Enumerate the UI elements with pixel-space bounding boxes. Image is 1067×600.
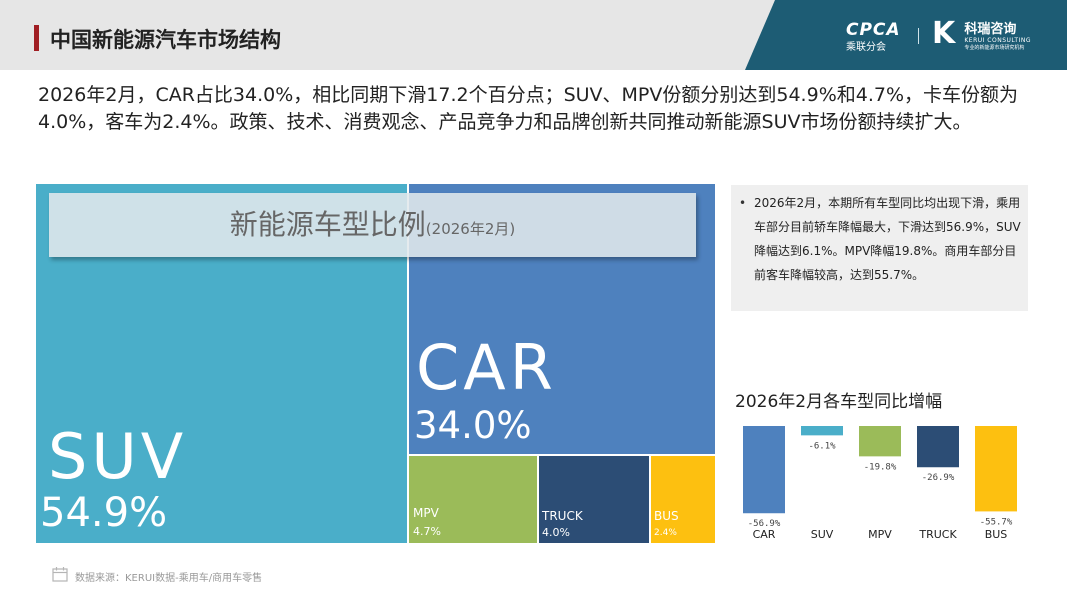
header-brand-band xyxy=(745,0,1067,70)
keru-logo: K 科瑞咨询 KERUI CONSULTING 专业的新能源市场研究机构 xyxy=(932,16,1031,52)
treemap-tile-mpv: MPV 4.7% xyxy=(408,455,538,544)
treemap-label-car: CAR xyxy=(416,331,557,404)
category-label-suv: SUV xyxy=(811,528,834,541)
keru-logo-en: KERUI CONSULTING xyxy=(964,37,1031,44)
data-label-bus: -55.7% xyxy=(980,517,1013,527)
keru-logo-mark: K xyxy=(932,16,956,51)
summary-text: 2026年2月，CAR占比34.0%，相比同期下滑17.2个百分点；SUV、MP… xyxy=(38,84,1019,133)
cpca-logo-text: CPCA xyxy=(846,20,901,40)
bar-truck xyxy=(917,426,959,468)
treemap-tile-truck: TRUCK 4.0% xyxy=(538,455,650,544)
data-source: 数据来源：KERUI数据-乘用车/商用车零售 xyxy=(75,573,263,584)
title-accent-bar xyxy=(34,25,39,51)
treemap-label-truck: TRUCK xyxy=(542,509,583,523)
data-label-car: -56.9% xyxy=(748,519,781,529)
category-label-car: CAR xyxy=(753,528,776,541)
treemap-value-truck: 4.0% xyxy=(542,526,570,539)
cpca-logo: CPCA 乘联分会 xyxy=(806,20,901,53)
treemap-value-suv: 54.9% xyxy=(40,490,168,536)
treemap-label-mpv: MPV xyxy=(413,506,439,520)
treemap-tile-bus: BUS 2.4% xyxy=(650,455,716,544)
yoy-bar-chart: -56.9%CAR -6.1% SUV -19.8% MPV -26.9% TRUCK -55… xyxy=(743,426,1017,541)
treemap-value-car: 34.0% xyxy=(414,404,532,447)
treemap-label-suv: SUV xyxy=(48,420,188,493)
treemap-title-overlay: 新能源车型比例(2026年2月) xyxy=(49,193,696,257)
data-label-mpv: -19.8% xyxy=(864,462,897,472)
keru-logo-cn: 科瑞咨询 xyxy=(964,22,1017,37)
calendar-icon xyxy=(52,567,68,582)
treemap-value-mpv: 4.7% xyxy=(413,525,441,538)
category-label-bus: BUS xyxy=(985,528,1008,541)
treemap-label-bus: BUS xyxy=(654,509,679,523)
data-label-truck: -26.9% xyxy=(922,473,955,483)
data-label-suv: -6.1% xyxy=(808,441,836,451)
treemap-title: 新能源车型比例 xyxy=(229,208,426,241)
logo-divider xyxy=(918,28,919,44)
page-title: 中国新能源汽车市场结构 xyxy=(50,28,281,52)
treemap-value-bus: 2.4% xyxy=(654,528,677,538)
category-label-mpv: MPV xyxy=(868,528,892,541)
note-bullet-icon: • xyxy=(739,196,747,210)
note-text: 2026年2月，本期所有车型同比均出现下滑，乘用车部分目前轿车降幅最大，下滑达到… xyxy=(754,196,1021,282)
cpca-logo-subtext: 乘联分会 xyxy=(846,42,886,53)
bar-bus xyxy=(975,426,1017,512)
category-label-truck: TRUCK xyxy=(918,528,957,541)
note-box: • 2026年2月，本期所有车型同比均出现下滑，乘用车部分目前轿车降幅最大，下滑… xyxy=(731,185,1028,311)
bar-car xyxy=(743,426,785,514)
bar-mpv xyxy=(859,426,901,457)
keru-logo-en2: 专业的新能源市场研究机构 xyxy=(964,45,1025,51)
bar-suv xyxy=(801,426,843,436)
treemap-subtitle: (2026年2月) xyxy=(425,220,516,238)
bar-chart-title: 2026年2月各车型同比增幅 xyxy=(735,392,943,412)
